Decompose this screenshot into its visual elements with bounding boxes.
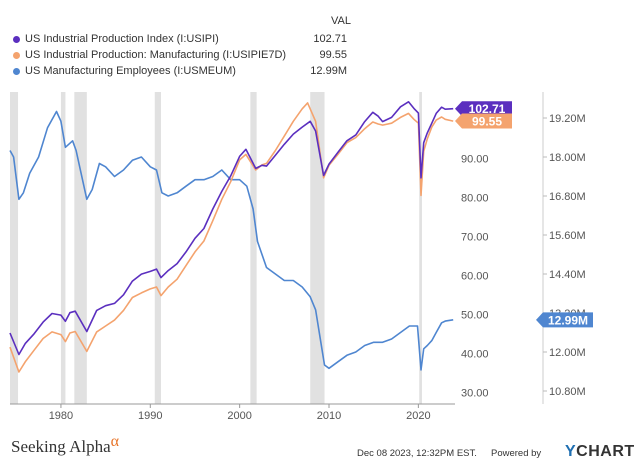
left-axis-ticks: 30.00 40.00 50.00 60.00 70.00 80.00 90.00 xyxy=(461,153,489,399)
series-lines xyxy=(9,101,454,373)
left-tick-label: 60.00 xyxy=(461,270,489,282)
x-tick-label: 2010 xyxy=(317,410,341,422)
left-tick-label: 40.00 xyxy=(461,348,489,360)
left-tick-label: 50.00 xyxy=(461,309,489,321)
legend-series-value: 99.55 xyxy=(319,49,347,61)
legend-row-mfg-employees[interactable]: US Manufacturing Employees (I:USMEUM) 12… xyxy=(0,64,635,80)
x-tick-label: 2020 xyxy=(406,410,430,422)
ycharts-rest: CHARTS xyxy=(576,443,635,460)
alpha-icon: α xyxy=(110,433,120,450)
right-tick-label: 16.80M xyxy=(549,191,586,203)
left-tick-label: 70.00 xyxy=(461,231,489,243)
timestamp: Dec 08 2023, 12:32PM EST. xyxy=(357,448,477,459)
legend-series-name: US Industrial Production Index (I:USIPI) xyxy=(25,33,219,45)
series-line xyxy=(9,102,454,373)
right-tick-label: 18.00M xyxy=(549,152,586,164)
legend-row-ip-index[interactable]: US Industrial Production Index (I:USIPI)… xyxy=(0,32,635,48)
recession-band xyxy=(74,92,87,404)
legend-header: VAL xyxy=(331,15,351,27)
recession-band xyxy=(60,92,66,404)
right-tick-label: 15.60M xyxy=(549,230,586,242)
recession-band xyxy=(10,92,19,404)
ycharts-logo: YCHARTS xyxy=(565,443,635,461)
x-tick-label: 1990 xyxy=(138,410,162,422)
legend-dot-icon xyxy=(13,36,20,43)
end-label-value: 99.55 xyxy=(472,115,502,129)
recession-band xyxy=(250,92,257,404)
recession-band xyxy=(310,92,325,404)
left-tick-label: 30.00 xyxy=(461,387,489,399)
legend-series-value: 102.71 xyxy=(313,33,347,45)
powered-by-label: Powered by xyxy=(491,448,542,459)
legend-row-ip-manufacturing[interactable]: US Industrial Production: Manufacturing … xyxy=(0,48,635,64)
legend-series-name: US Industrial Production: Manufacturing … xyxy=(25,49,287,61)
right-tick-label: 19.20M xyxy=(549,113,586,125)
legend-dot-icon xyxy=(13,68,20,75)
brand-text: Seeking Alpha xyxy=(11,437,111,456)
left-tick-label: 80.00 xyxy=(461,192,489,204)
legend-series-name: US Manufacturing Employees (I:USMEUM) xyxy=(25,65,236,77)
legend-series-value: 12.99M xyxy=(310,65,347,77)
seeking-alpha-logo: Seeking Alphaα xyxy=(11,433,119,457)
legend: VAL US Industrial Production Index (I:US… xyxy=(0,0,635,80)
right-tick-label: 10.80M xyxy=(549,386,586,398)
recession-band xyxy=(154,92,162,404)
end-label-value: 12.99M xyxy=(548,313,588,327)
right-axis-ticks: 10.80M12.00M13.20M14.40M15.60M16.80M18.0… xyxy=(543,113,586,398)
right-tick-label: 14.40M xyxy=(549,269,586,281)
x-tick-label: 1980 xyxy=(49,410,73,422)
series-line xyxy=(9,101,454,356)
x-tick-label: 2000 xyxy=(227,410,251,422)
recession-band xyxy=(419,92,422,404)
left-tick-label: 90.00 xyxy=(461,153,489,165)
series-line xyxy=(9,110,454,371)
right-tick-label: 12.00M xyxy=(549,347,586,359)
end-label-tag xyxy=(536,312,593,328)
end-label-tag xyxy=(455,101,512,117)
recession-bands xyxy=(10,92,422,404)
x-axis-ticks: 1980 1990 2000 2010 2020 xyxy=(49,404,431,422)
line-chart[interactable]: 1980 1990 2000 2010 2020 30.00 40.00 50.00 60.0… xyxy=(0,0,635,430)
ycharts-y: Y xyxy=(565,443,577,460)
end-label-value: 102.71 xyxy=(469,102,506,116)
end-label-tag xyxy=(455,113,512,129)
legend-dot-icon xyxy=(13,52,20,59)
